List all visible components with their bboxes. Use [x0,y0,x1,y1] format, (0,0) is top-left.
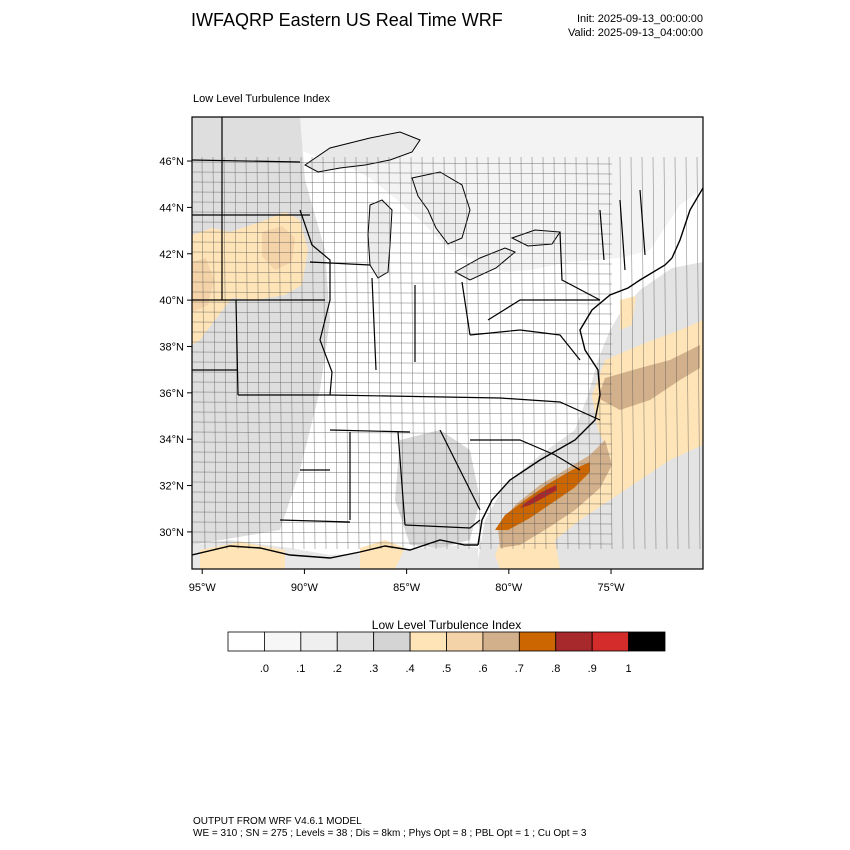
lat-label-7: 32°N [159,481,184,493]
lat-label-6: 34°N [159,434,184,446]
footer-run-config: WE = 310 ; SN = 275 ; Levels = 38 ; Dis … [193,828,587,839]
lon-label-0: 95°W [189,582,217,594]
lat-label-1: 44°N [159,202,184,214]
colorbar-label-0: .0 [259,663,269,675]
colorbar-label-10: 1 [625,663,632,675]
colorbar [227,631,666,652]
colorbar-swatch-10 [591,631,629,652]
gray-shading-southeast [395,430,480,548]
lat-label-0: 46°N [159,156,184,168]
colorbar-swatch-9 [555,631,593,652]
county-grid-path [192,156,701,550]
footer-model-info: OUTPUT FROM WRF V4.6.1 MODEL [193,816,362,827]
lon-tick-marks [201,569,612,574]
colorbar-swatch-5 [409,631,447,652]
colorbar-label-3: .3 [369,663,379,675]
colorbar-swatch-11 [628,631,666,652]
plot-subtitle: Low Level Turbulence Index [193,93,330,105]
coastlines [192,187,703,559]
valid-time: Valid: 2025-09-13_04:00:00 [568,27,703,39]
colorbar-swatch-0 [227,631,265,652]
map-frame [191,116,704,570]
page-title: IWFAQRP Eastern US Real Time WRF [191,10,503,30]
lat-label-4: 38°N [159,341,184,353]
lake-erie [453,247,516,281]
colorbar-swatch-1 [264,631,302,652]
map-area [192,117,703,569]
lon-label-4: 75°W [598,582,626,594]
colorbar-label-6: .6 [478,663,488,675]
colorbar-swatch-2 [300,631,338,652]
lake-ontario [510,229,561,247]
lat-label-5: 36°N [159,388,184,400]
colorbar-swatch-3 [336,631,375,652]
colorbar-label-8: .8 [551,663,561,675]
lat-label-8: 30°N [159,527,184,539]
lat-tick-labels: 46°N 44°N 42°N 40°N 38°N 36°N 34°N 32°N 30°N [159,156,184,539]
lat-label-2: 42°N [159,249,184,261]
lake-superior [304,131,421,173]
turbulence-atlantic-tan [598,345,700,410]
colorbar-swatch-8 [518,631,557,652]
state-boundaries [192,117,646,529]
colorbar-label-4: .4 [405,663,415,675]
colorbar-swatch-6 [446,631,484,652]
turbulence-atlantic-red [520,485,557,508]
lat-label-3: 40°N [159,295,184,307]
lon-label-3: 80°W [495,582,523,594]
lon-label-2: 85°W [393,582,421,594]
turbulence-patch-iowa-core2 [262,226,295,270]
colorbar-label-1: .1 [296,663,306,675]
lat-tick-marks [187,160,192,533]
lake-michigan [367,199,393,279]
colorbar-label-9: .9 [587,663,597,675]
colorbar-label-2: .2 [332,663,342,675]
county-lines [192,156,701,550]
colorbar-swatch-7 [482,631,520,652]
colorbar-title: Low Level Turbulence Index [371,618,522,632]
lon-tick-labels: 95°W 90°W 85°W 80°W 75°W [189,582,625,594]
lon-label-1: 90°W [291,582,319,594]
init-time: Init: 2025-09-13_00:00:00 [577,13,703,25]
colorbar-label-5: .5 [441,663,452,675]
colorbar-swatch-4 [373,631,411,652]
colorbar-label-7: .7 [514,663,524,675]
